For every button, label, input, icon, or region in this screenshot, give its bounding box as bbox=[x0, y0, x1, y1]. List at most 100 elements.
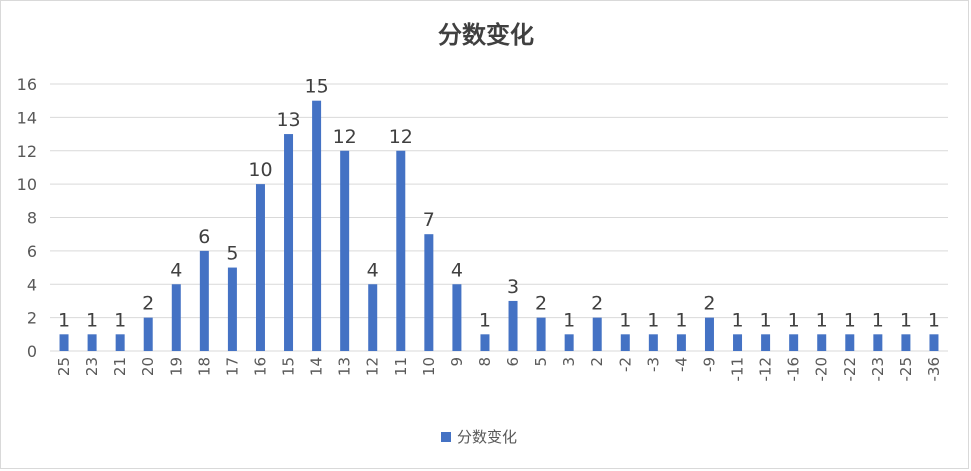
data-label: 1 bbox=[563, 309, 575, 331]
x-tick-label: 25 bbox=[55, 357, 73, 376]
gridlines bbox=[50, 83, 948, 352]
data-label: 5 bbox=[226, 243, 238, 265]
x-tick-label: 11 bbox=[392, 357, 410, 376]
bar bbox=[284, 134, 294, 351]
bar bbox=[396, 150, 406, 351]
bars bbox=[59, 100, 939, 351]
y-tick-label: 4 bbox=[27, 275, 37, 294]
bar bbox=[929, 334, 939, 351]
bar bbox=[59, 334, 69, 351]
x-tick-label: -4 bbox=[672, 357, 690, 372]
bar bbox=[733, 334, 743, 351]
bar bbox=[817, 334, 827, 351]
data-label: 4 bbox=[367, 259, 379, 281]
bar bbox=[424, 234, 434, 351]
data-label: 2 bbox=[703, 293, 715, 315]
data-label: 1 bbox=[647, 309, 659, 331]
data-label: 1 bbox=[731, 309, 743, 331]
x-tick-label: 23 bbox=[83, 357, 101, 376]
y-tick-label: 0 bbox=[27, 342, 37, 361]
bar bbox=[676, 334, 686, 351]
data-label: 4 bbox=[170, 259, 182, 281]
bar bbox=[312, 100, 322, 351]
bar bbox=[508, 300, 518, 351]
data-label: 10 bbox=[248, 159, 272, 181]
bar bbox=[255, 184, 265, 351]
bar bbox=[87, 334, 97, 351]
legend-label: 分数变化 bbox=[457, 428, 517, 446]
data-label: 1 bbox=[86, 309, 98, 331]
y-tick-label: 8 bbox=[27, 209, 37, 228]
data-label: 1 bbox=[872, 309, 884, 331]
data-label: 13 bbox=[276, 109, 300, 131]
legend-swatch bbox=[441, 432, 451, 442]
x-tick-label: 9 bbox=[448, 357, 466, 367]
legend: 分数变化 bbox=[441, 428, 517, 446]
bar bbox=[199, 250, 209, 351]
x-tick-label: -23 bbox=[869, 357, 887, 382]
x-tick-label: -20 bbox=[813, 357, 831, 382]
bar bbox=[480, 334, 490, 351]
x-tick-label: 3 bbox=[560, 357, 578, 367]
y-tick-label: 12 bbox=[17, 142, 37, 161]
data-label: 1 bbox=[760, 309, 772, 331]
x-tick-label: -9 bbox=[700, 357, 718, 372]
data-label: 3 bbox=[507, 276, 519, 298]
x-tick-label: 10 bbox=[420, 357, 438, 376]
bar bbox=[592, 317, 602, 351]
bar bbox=[789, 334, 799, 351]
data-label: 1 bbox=[619, 309, 631, 331]
x-tick-label: -3 bbox=[644, 357, 662, 372]
x-tick-label: -22 bbox=[841, 357, 859, 382]
x-axis-ticks: 25 23 21 20 19 18 17 16 15 14 13 12 11 10 9 8 6 5 3 2 -2 -3 -4… bbox=[55, 357, 943, 382]
x-tick-label: 19 bbox=[167, 357, 185, 376]
data-label: 15 bbox=[305, 76, 329, 98]
x-tick-label: 14 bbox=[308, 357, 326, 376]
x-tick-label: 5 bbox=[532, 357, 550, 367]
data-label: 1 bbox=[58, 309, 70, 331]
bar bbox=[620, 334, 630, 351]
y-tick-label: 2 bbox=[27, 309, 37, 328]
bar bbox=[143, 317, 153, 351]
y-tick-label: 10 bbox=[17, 175, 37, 194]
x-tick-label: 17 bbox=[223, 357, 241, 376]
x-tick-label: 21 bbox=[111, 357, 129, 376]
data-label: 2 bbox=[142, 293, 154, 315]
data-label: 7 bbox=[423, 209, 435, 231]
y-tick-label: 16 bbox=[17, 75, 37, 94]
bar bbox=[873, 334, 883, 351]
bar bbox=[704, 317, 714, 351]
x-tick-label: 16 bbox=[251, 357, 269, 376]
data-label: 2 bbox=[535, 293, 547, 315]
x-tick-label: 12 bbox=[364, 357, 382, 376]
x-tick-label: -2 bbox=[616, 357, 634, 372]
data-label: 1 bbox=[844, 309, 856, 331]
y-tick-label: 6 bbox=[27, 242, 37, 261]
data-label: 12 bbox=[333, 126, 357, 148]
data-label: 1 bbox=[788, 309, 800, 331]
data-label: 1 bbox=[479, 309, 491, 331]
bar bbox=[452, 284, 462, 351]
data-label: 1 bbox=[900, 309, 912, 331]
bar bbox=[845, 334, 855, 351]
x-tick-label: 6 bbox=[504, 357, 522, 367]
bar bbox=[761, 334, 771, 351]
x-tick-label: -11 bbox=[729, 357, 747, 382]
x-tick-label: 8 bbox=[476, 357, 494, 367]
x-tick-label: 18 bbox=[195, 357, 213, 376]
x-tick-label: 20 bbox=[139, 357, 157, 376]
y-axis-ticks: 0 2 4 6 8 10 12 14 16 bbox=[17, 75, 37, 361]
bar bbox=[368, 284, 378, 351]
x-tick-label: -25 bbox=[897, 357, 915, 382]
bar bbox=[115, 334, 125, 351]
data-label: 4 bbox=[451, 259, 463, 281]
x-tick-label: 2 bbox=[588, 357, 606, 367]
data-label: 1 bbox=[816, 309, 828, 331]
bar bbox=[901, 334, 911, 351]
bar bbox=[564, 334, 574, 351]
x-tick-label: -16 bbox=[785, 357, 803, 382]
bar bbox=[227, 267, 237, 351]
